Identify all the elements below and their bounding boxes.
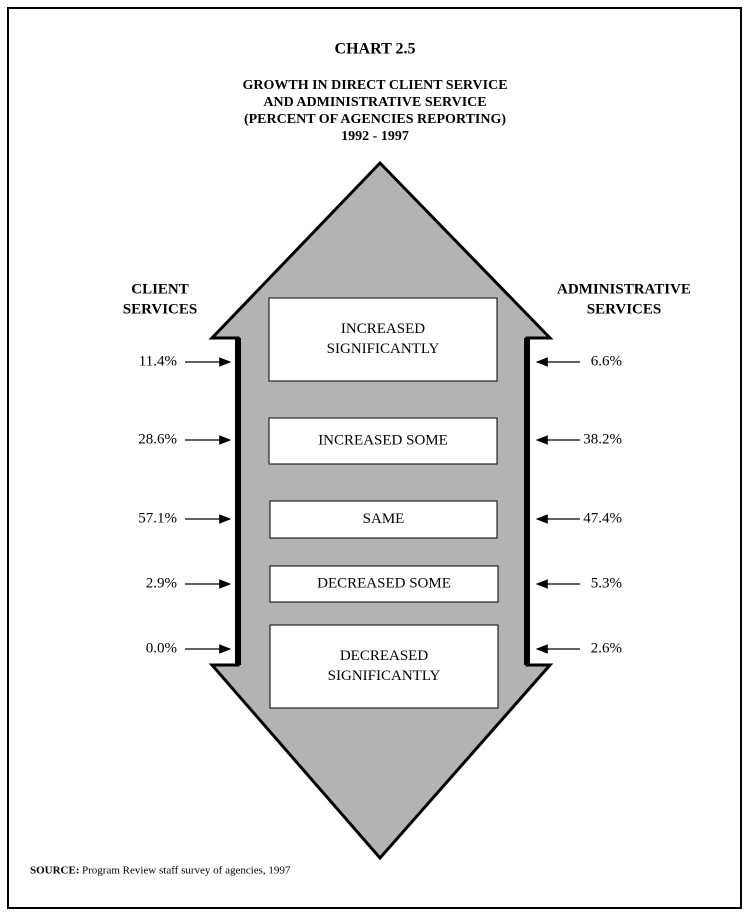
client-value: 57.1%	[138, 510, 177, 526]
admin-value: 5.3%	[591, 575, 622, 591]
subtitle: AND ADMINISTRATIVE SERVICE	[263, 95, 486, 110]
frame	[7, 7, 742, 909]
client-value: 2.9%	[146, 575, 177, 591]
right-header: SERVICES	[587, 301, 662, 317]
subtitle: (PERCENT OF AGENCIES REPORTING)	[244, 112, 506, 127]
category-box	[269, 624, 499, 709]
right-header: ADMINISTRATIVE	[557, 281, 691, 297]
category-box	[269, 500, 498, 539]
category-label: SAME	[363, 511, 405, 527]
admin-value: 47.4%	[583, 510, 622, 526]
left-header: CLIENT	[131, 281, 189, 297]
admin-value: 6.6%	[591, 353, 622, 369]
category-box	[268, 297, 498, 382]
client-value: 11.4%	[139, 353, 177, 369]
subtitle: GROWTH IN DIRECT CLIENT SERVICE	[242, 78, 507, 93]
admin-value: 38.2%	[583, 431, 622, 447]
admin-value: 2.6%	[591, 640, 622, 656]
client-value: 28.6%	[138, 431, 177, 447]
category-label: SIGNIFICANTLY	[328, 668, 441, 684]
source-label: SOURCE:	[30, 865, 80, 877]
title: CHART 2.5	[335, 41, 416, 58]
subtitle: 1992 - 1997	[341, 129, 409, 144]
category-box	[269, 565, 499, 603]
category-label: DECREASED SOME	[317, 575, 451, 591]
category-label: DECREASED	[340, 648, 429, 664]
category-label: INCREASED SOME	[318, 432, 448, 448]
client-value: 0.0%	[146, 640, 177, 656]
source-text: Program Review staff survey of agencies,…	[82, 865, 291, 877]
category-label: SIGNIFICANTLY	[327, 341, 440, 357]
category-label: INCREASED	[341, 321, 425, 337]
left-header: SERVICES	[123, 301, 198, 317]
category-box	[268, 417, 498, 465]
